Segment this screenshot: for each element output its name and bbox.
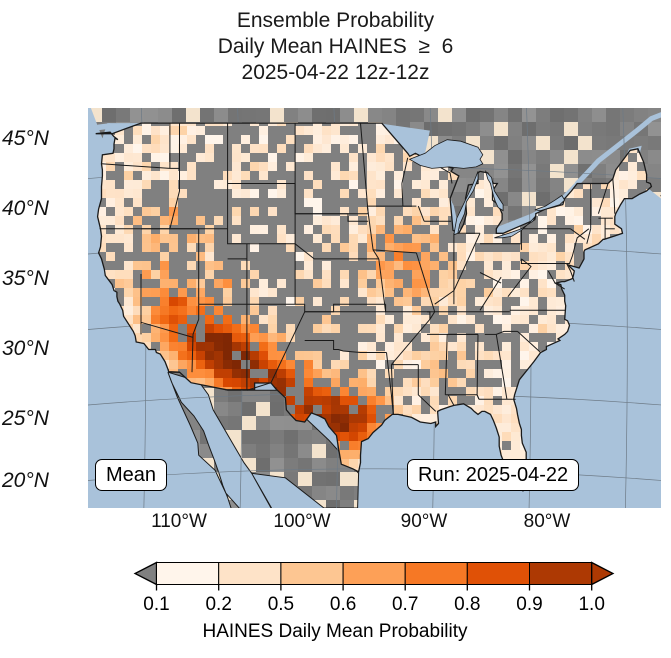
svg-text:0.8: 0.8 [454,594,480,615]
svg-text:0.5: 0.5 [268,594,294,615]
svg-text:HAINES Daily Mean Probability: HAINES Daily Mean Probability [202,621,468,642]
svg-text:0.9: 0.9 [516,594,542,615]
svg-text:0.6: 0.6 [330,594,356,615]
svg-text:1.0: 1.0 [578,594,604,615]
svg-text:0.1: 0.1 [143,594,169,615]
svg-text:0.7: 0.7 [392,594,418,615]
svg-text:0.2: 0.2 [205,594,231,615]
